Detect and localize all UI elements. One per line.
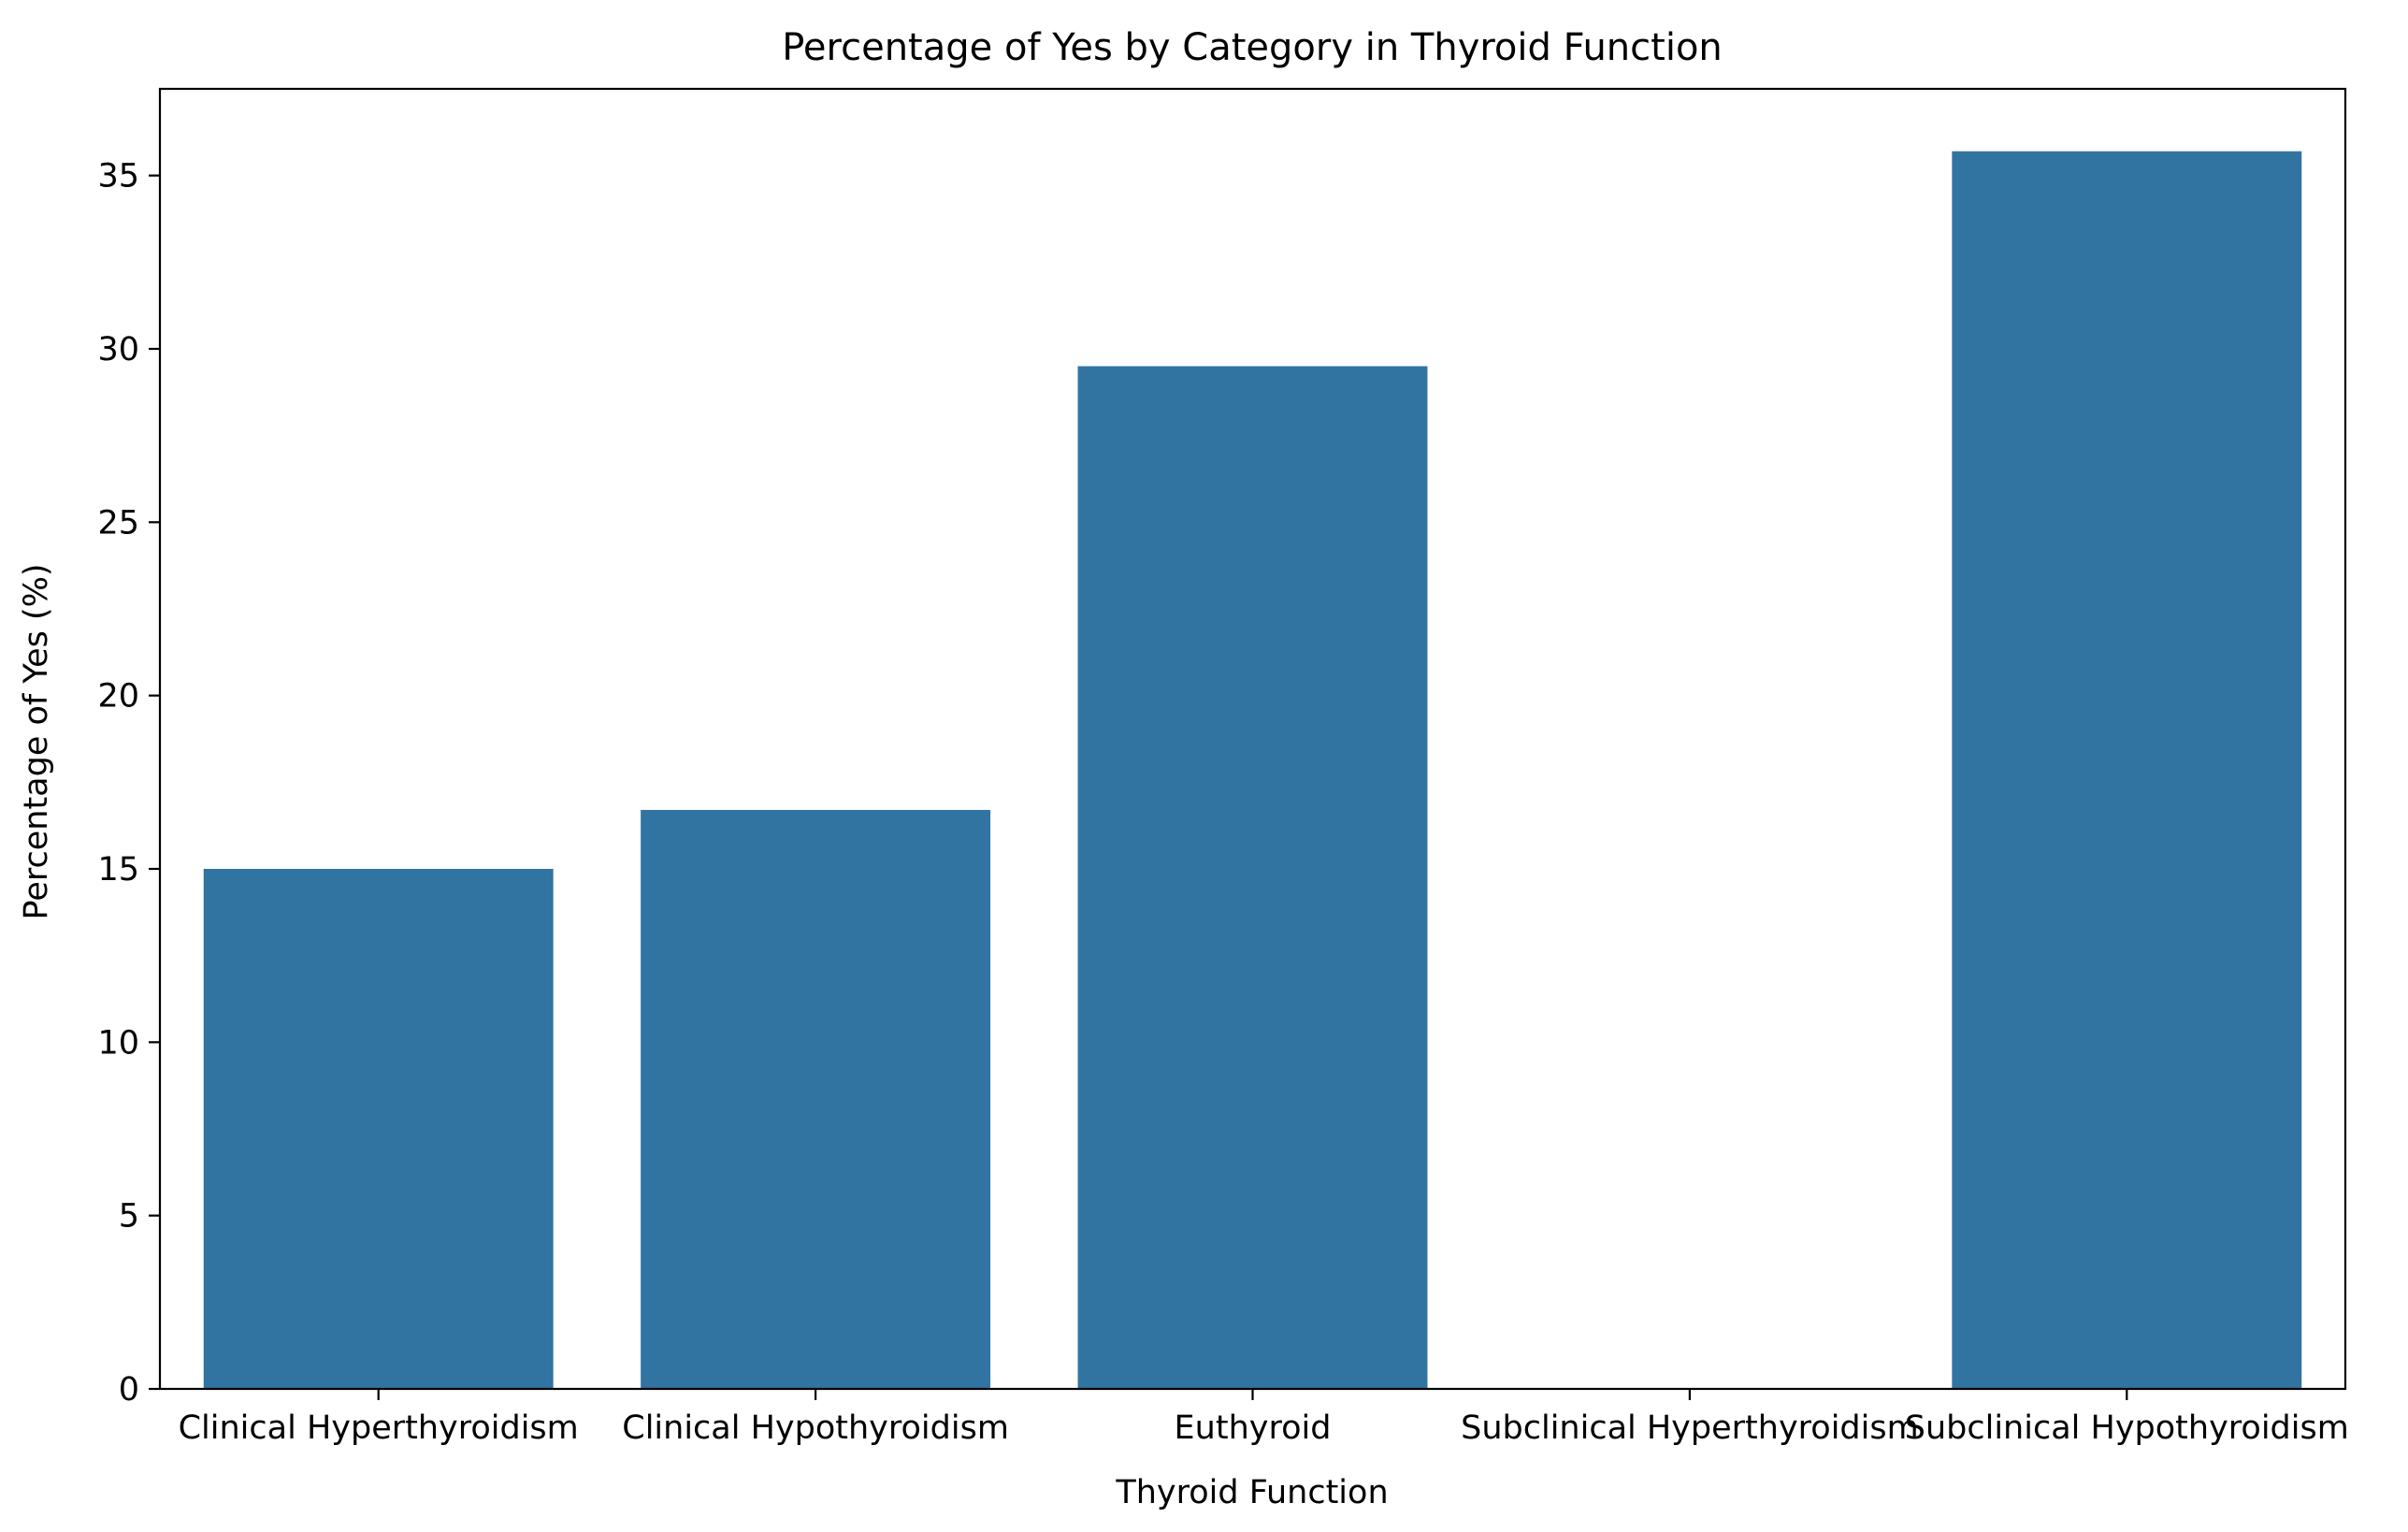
bar-4 <box>1952 151 2302 1390</box>
y-tick-label-2: 10 <box>97 1024 139 1062</box>
y-tick-label-0: 0 <box>119 1371 139 1409</box>
x-axis-label: Thyroid Function <box>1115 1474 1388 1511</box>
chart-title: Percentage of Yes by Category in Thyroid… <box>782 26 1723 69</box>
y-tick-label-6: 30 <box>97 331 139 369</box>
bars-layer <box>203 151 2302 1390</box>
x-tick-label-4: Subclinical Hypothyroidism <box>1905 1409 2349 1447</box>
x-tick-label-0: Clinical Hyperthyroidism <box>179 1409 579 1447</box>
y-tick-label-5: 25 <box>97 504 139 542</box>
y-axis-label: Percentage of Yes (%) <box>18 563 55 919</box>
y-tick-label-3: 15 <box>97 851 139 889</box>
y-axis: 0 5 10 15 20 25 30 35 <box>97 158 160 1409</box>
y-tick-label-4: 20 <box>97 678 139 715</box>
x-axis: Clinical Hyperthyroidism Clinical Hypothy… <box>179 1389 2349 1447</box>
bar-0 <box>203 869 554 1389</box>
y-tick-label-7: 35 <box>97 158 139 195</box>
x-tick-label-3: Subclinical Hyperthyroidism <box>1461 1409 1919 1447</box>
y-tick-label-1: 5 <box>119 1198 139 1236</box>
bar-2 <box>1077 366 1428 1389</box>
x-tick-label-2: Euthyroid <box>1175 1409 1332 1447</box>
bar-1 <box>641 809 991 1389</box>
x-tick-label-1: Clinical Hypothyroidism <box>622 1409 1009 1447</box>
